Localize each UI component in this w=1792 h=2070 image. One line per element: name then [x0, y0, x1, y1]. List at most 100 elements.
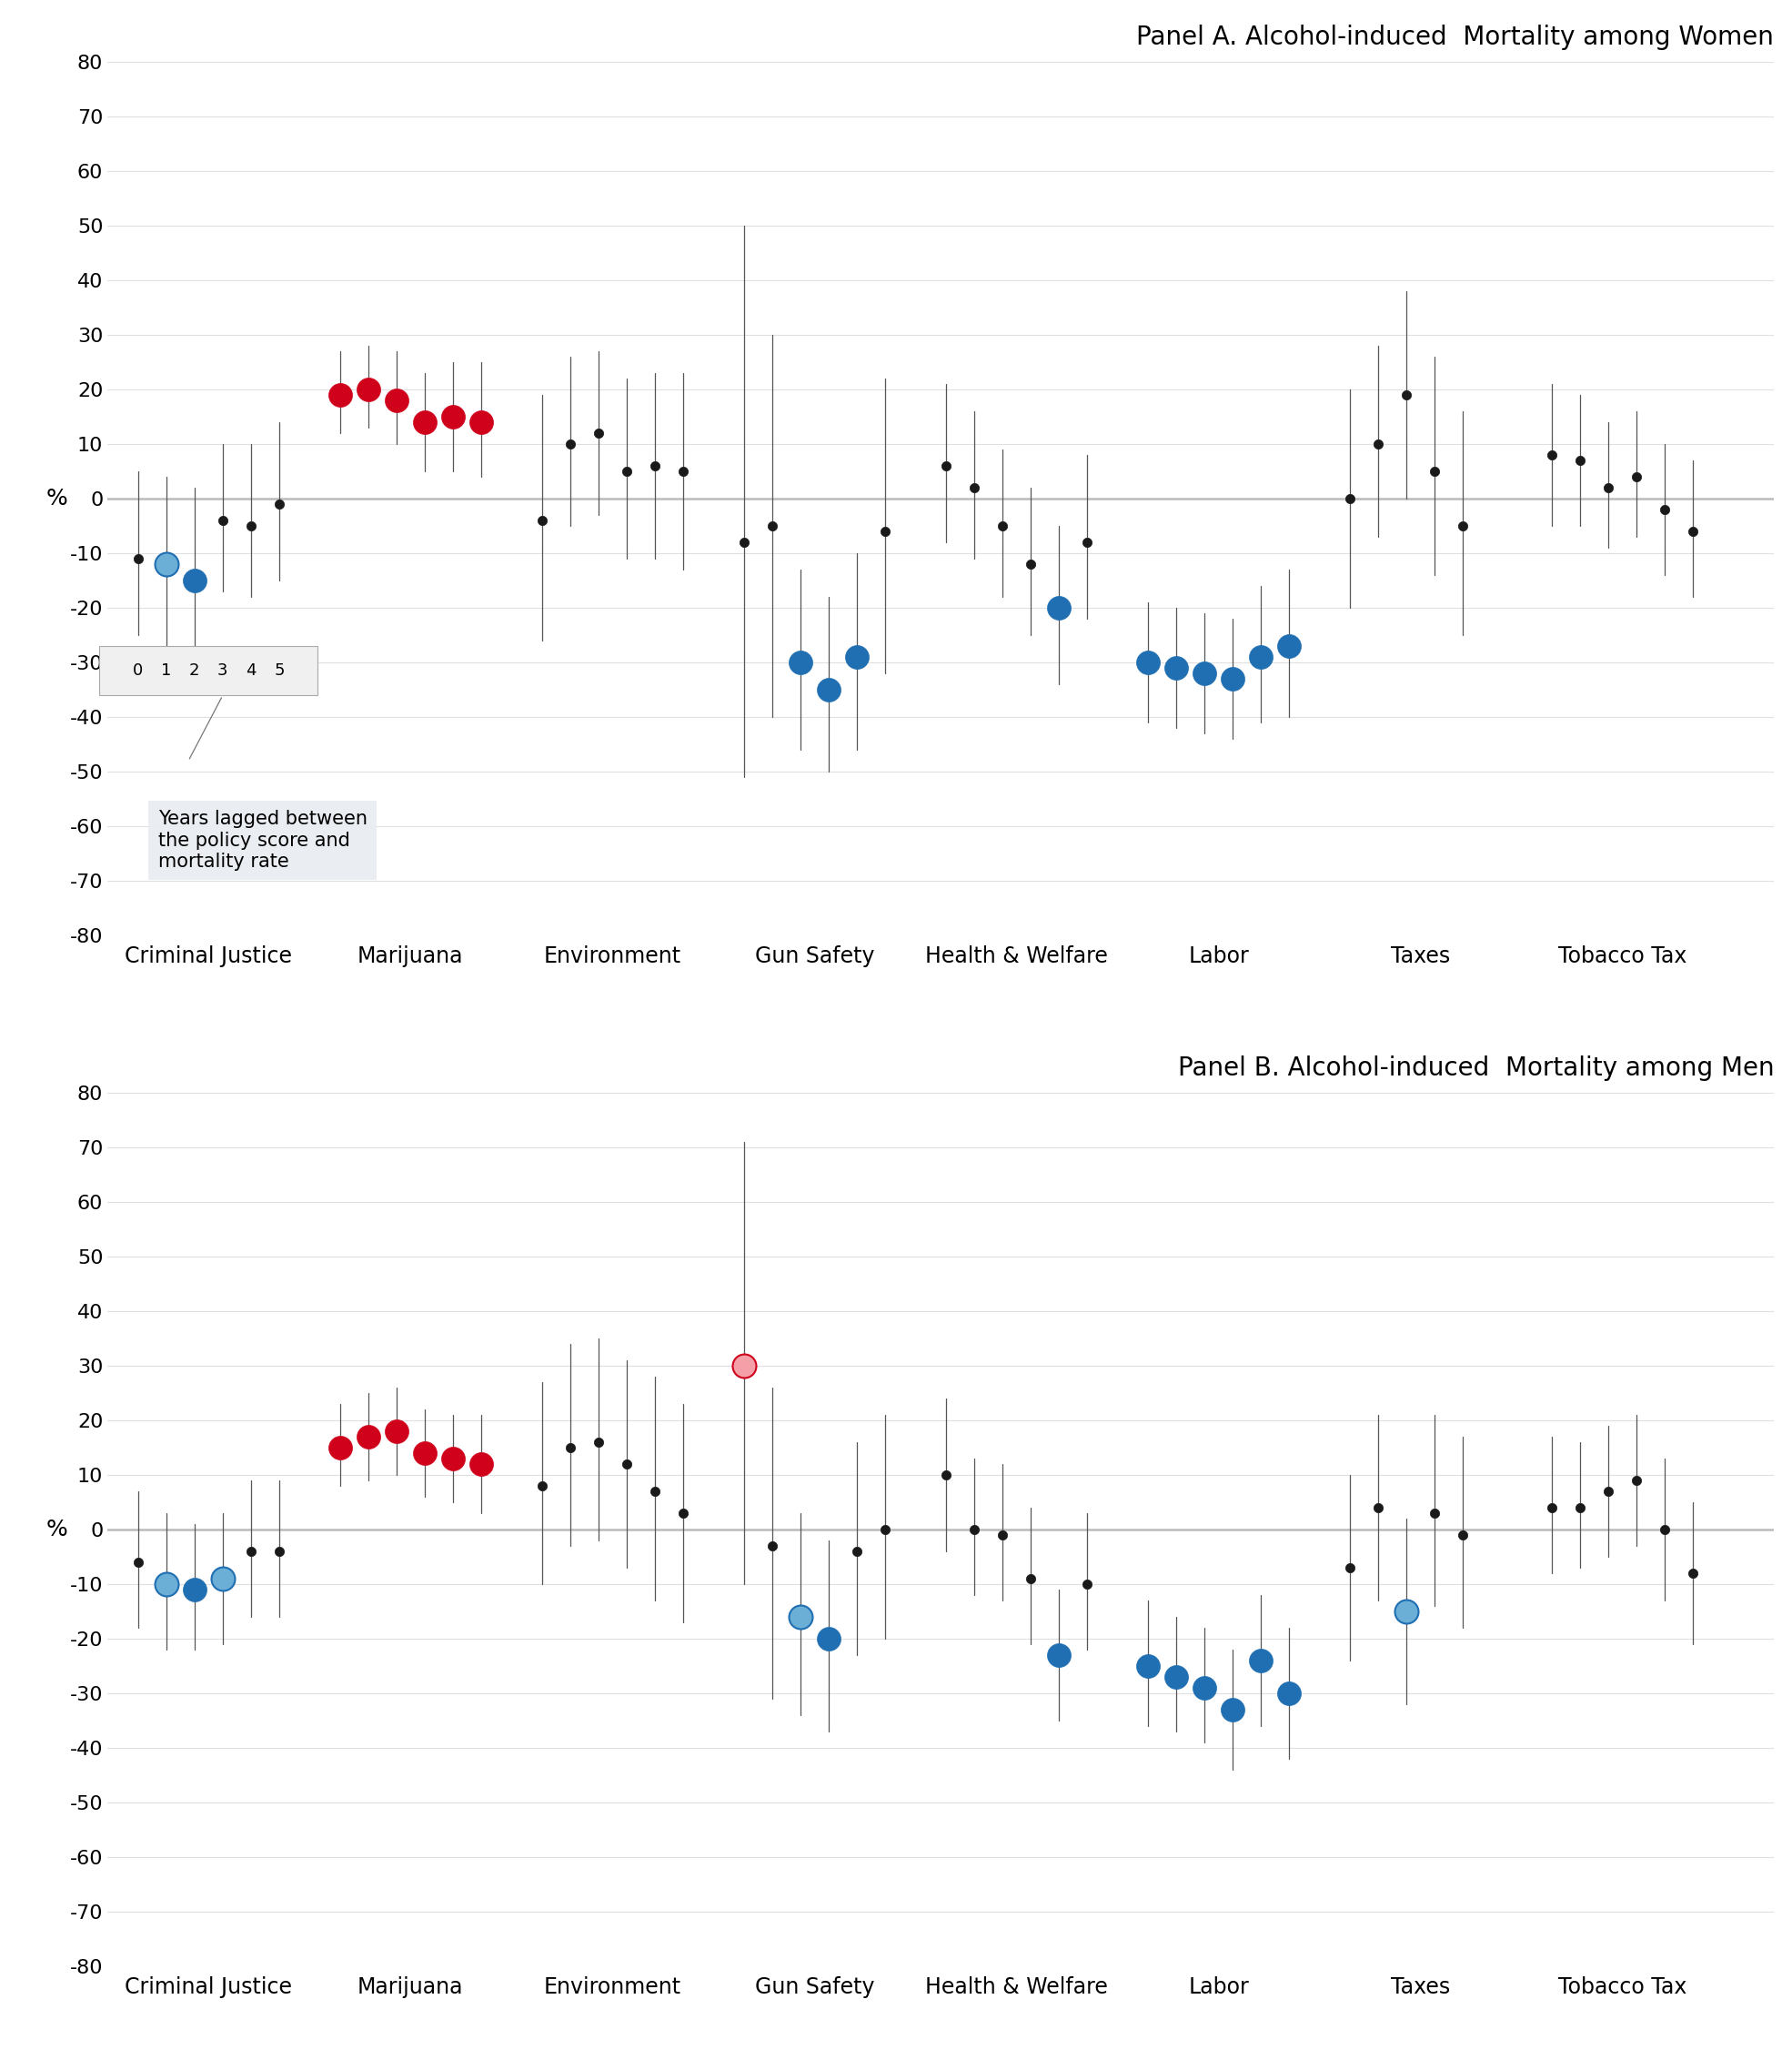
Point — [584, 1426, 613, 1459]
Point — [1364, 428, 1392, 462]
Point — [1622, 1463, 1650, 1497]
Text: 4: 4 — [246, 662, 256, 679]
Point — [961, 1513, 989, 1546]
Point — [1247, 640, 1276, 673]
Point — [208, 505, 237, 538]
Point — [987, 509, 1016, 542]
Point — [124, 542, 152, 575]
Point — [1219, 1693, 1247, 1726]
Point — [613, 455, 642, 489]
Point — [152, 549, 181, 582]
Point — [640, 449, 668, 482]
Point — [787, 1600, 815, 1633]
Point — [1595, 1476, 1624, 1509]
Point — [1622, 460, 1650, 493]
Point — [556, 1430, 584, 1463]
Point — [410, 406, 439, 439]
Point — [1161, 652, 1190, 685]
Point — [613, 1447, 642, 1480]
Point — [410, 1437, 439, 1470]
Point — [1247, 1644, 1276, 1677]
Text: 5: 5 — [274, 662, 285, 679]
Y-axis label: %: % — [47, 1519, 68, 1540]
Point — [1566, 445, 1595, 478]
Point — [439, 400, 468, 433]
Point — [932, 1459, 961, 1492]
Point — [1161, 1660, 1190, 1693]
Point — [1134, 646, 1163, 679]
Point — [1595, 472, 1624, 505]
Text: Panel A. Alcohol-induced  Mortality among Women: Panel A. Alcohol-induced Mortality among… — [1136, 25, 1774, 50]
Point — [1566, 1490, 1595, 1524]
Point — [326, 1430, 355, 1463]
Point — [1448, 509, 1477, 542]
Point — [1335, 482, 1364, 515]
Point — [1650, 493, 1679, 526]
Point — [1190, 1670, 1219, 1704]
Point — [556, 428, 584, 462]
Point — [842, 1536, 871, 1569]
Point — [326, 379, 355, 412]
Point — [1679, 1557, 1708, 1590]
Point — [265, 1536, 294, 1569]
Point — [527, 1470, 556, 1503]
Point — [668, 1497, 697, 1530]
Point — [382, 385, 410, 418]
Text: 0: 0 — [133, 662, 143, 679]
Point — [871, 1513, 900, 1546]
Point — [1016, 549, 1045, 582]
Point — [814, 673, 842, 706]
Point — [527, 505, 556, 538]
Point — [1045, 1639, 1073, 1673]
Point — [1421, 455, 1450, 489]
Point — [1016, 1563, 1045, 1596]
Point — [179, 565, 208, 598]
Point — [237, 509, 265, 542]
Point — [961, 472, 989, 505]
Point — [758, 509, 787, 542]
Text: Years lagged between
the policy score and
mortality rate: Years lagged between the policy score an… — [158, 809, 367, 871]
Point — [382, 1416, 410, 1449]
Text: 2: 2 — [190, 662, 199, 679]
Point — [814, 1623, 842, 1656]
Point — [152, 1567, 181, 1600]
Point — [987, 1519, 1016, 1552]
Point — [1364, 1490, 1392, 1524]
Point — [1448, 1519, 1477, 1552]
Point — [468, 406, 496, 439]
Point — [758, 1530, 787, 1563]
Point — [584, 416, 613, 449]
Point — [353, 373, 382, 406]
Point — [179, 1573, 208, 1606]
Text: Panel B. Alcohol-induced  Mortality among Men: Panel B. Alcohol-induced Mortality among… — [1177, 1056, 1774, 1081]
Point — [1219, 662, 1247, 696]
Point — [1335, 1550, 1364, 1584]
Point — [1538, 439, 1566, 472]
Text: 1: 1 — [161, 662, 172, 679]
Y-axis label: %: % — [47, 489, 68, 509]
Point — [729, 526, 758, 559]
Point — [1392, 1596, 1421, 1629]
Point — [1045, 592, 1073, 625]
Point — [1134, 1650, 1163, 1683]
FancyBboxPatch shape — [99, 646, 317, 696]
Point — [1421, 1497, 1450, 1530]
Point — [439, 1443, 468, 1476]
Point — [353, 1420, 382, 1453]
Point — [729, 1350, 758, 1383]
Point — [1650, 1513, 1679, 1546]
Point — [124, 1546, 152, 1579]
Point — [1073, 526, 1102, 559]
Point — [265, 489, 294, 522]
Point — [842, 640, 871, 673]
Point — [1274, 1677, 1303, 1710]
Point — [1190, 656, 1219, 689]
Point — [1679, 515, 1708, 549]
Point — [640, 1476, 668, 1509]
Text: 3: 3 — [217, 662, 228, 679]
Point — [1392, 379, 1421, 412]
Point — [1073, 1567, 1102, 1600]
Point — [787, 646, 815, 679]
Point — [468, 1447, 496, 1480]
Point — [871, 515, 900, 549]
